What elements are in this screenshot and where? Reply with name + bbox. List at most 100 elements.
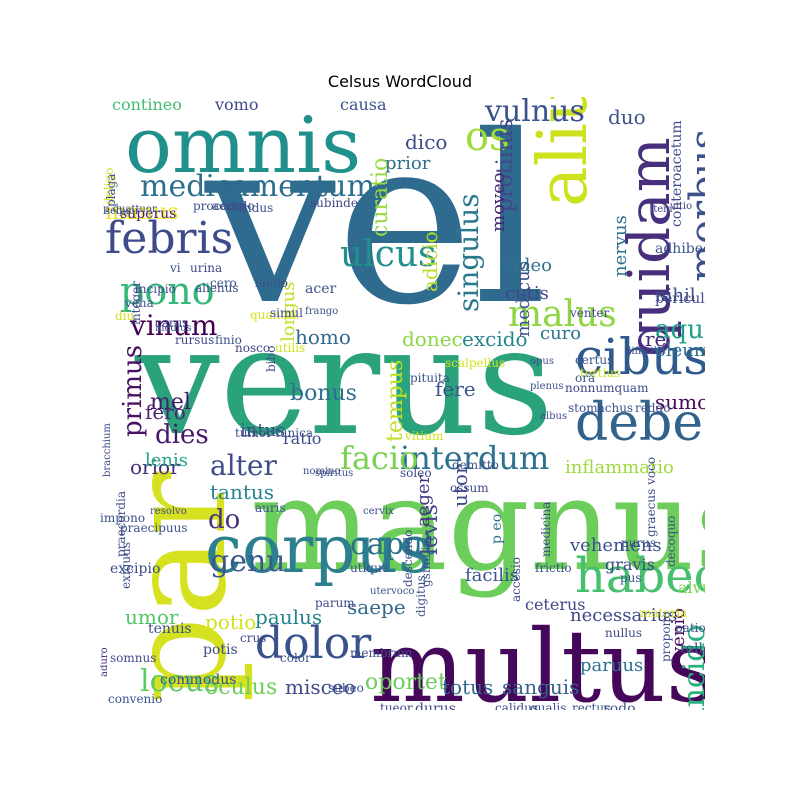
word: medicus [513, 261, 534, 337]
word: do [208, 505, 241, 535]
word: tumor [235, 426, 272, 440]
word: accedo [212, 199, 255, 213]
word: alter [210, 449, 277, 482]
word: vi [170, 261, 181, 275]
word: ulcus [340, 234, 437, 275]
word: moveo [488, 172, 509, 232]
word: rodo [603, 701, 636, 710]
word: utilis [275, 341, 306, 355]
word: nullus [605, 626, 643, 640]
word: cervix [363, 506, 394, 517]
word: homo [295, 325, 351, 349]
word: diu [115, 309, 135, 323]
word: corpus [205, 511, 432, 588]
word: pono [120, 269, 215, 313]
word: adhibeo [655, 241, 705, 257]
word: fero [145, 400, 186, 424]
word: singulus [452, 193, 485, 312]
word: tollo [680, 641, 705, 657]
word: cero [210, 276, 237, 290]
word: difficilis [625, 346, 666, 357]
word: nosco [235, 341, 271, 355]
word: vitio [670, 201, 693, 212]
word: duo [608, 105, 646, 129]
word: item [650, 204, 673, 215]
word: mel [150, 390, 191, 415]
word: bonus [290, 381, 357, 406]
word: tunica [275, 426, 313, 440]
word: procedo [193, 199, 243, 213]
word: scalpellus [445, 356, 506, 370]
word: soleo [400, 466, 432, 480]
word: quantus [250, 308, 300, 322]
word: ceterus [525, 595, 586, 614]
word: vitium [405, 429, 444, 443]
word: paruus [580, 655, 644, 676]
word: genu [210, 544, 286, 579]
word: vulnus [485, 97, 585, 129]
word: purus [621, 536, 657, 550]
word: nonnumquam [565, 381, 649, 395]
word: tempus [383, 359, 408, 442]
word: opus [530, 356, 554, 367]
word: caput [350, 527, 436, 562]
word: locus [140, 664, 220, 699]
word: rectus [572, 701, 611, 710]
word: demitto [452, 458, 499, 472]
word: curo [540, 323, 582, 344]
word: primus [118, 344, 148, 437]
word: rursus [175, 333, 215, 347]
word: umor [125, 605, 179, 629]
word: dico [405, 130, 448, 154]
word: bracchium [102, 423, 113, 477]
word: simul [270, 306, 303, 320]
word: impono [100, 511, 146, 525]
word: medicina [539, 501, 553, 557]
word: certus [575, 353, 614, 367]
word: acer [305, 281, 337, 297]
word: color [280, 651, 311, 665]
word: decoquo [664, 515, 678, 567]
word: oleum [655, 340, 705, 361]
word: aqua [655, 315, 705, 345]
word: excido [462, 327, 528, 351]
word: verus [135, 295, 554, 469]
word: tueor [380, 701, 413, 710]
word: vinum [130, 309, 218, 342]
word: alienus [195, 281, 239, 295]
word: adicio [418, 231, 442, 292]
word: laedo [255, 276, 288, 290]
word: prior [385, 153, 431, 174]
word: vel [205, 97, 548, 356]
word: excipio [110, 561, 161, 577]
word: graecus voco [644, 456, 658, 537]
word: facilis [465, 565, 519, 586]
word: saepe [347, 595, 406, 619]
word: cibus [575, 328, 705, 386]
word: debeo [575, 393, 705, 453]
word: multus [370, 608, 705, 711]
word: praecipuus [120, 521, 188, 535]
word: dolor [255, 618, 372, 669]
word: propono [659, 611, 673, 662]
word: plenus [530, 381, 564, 392]
word: stomachus [568, 401, 634, 415]
word: membrum [350, 646, 413, 660]
word: p eo [489, 513, 505, 544]
word: frictio [535, 561, 572, 575]
word: periculum [655, 291, 705, 307]
word: albus [540, 411, 568, 422]
word: superus [120, 206, 177, 222]
word: carus [155, 316, 189, 330]
word: donec [402, 327, 463, 351]
word: omnis [125, 101, 362, 191]
word: pituita [410, 371, 450, 385]
word: misceo [285, 675, 356, 699]
word: finio [215, 333, 242, 347]
word: nihil [655, 285, 696, 306]
word: frango [305, 306, 339, 317]
word: parum [315, 596, 355, 610]
word: sumo [655, 390, 705, 414]
word: tenuis [148, 621, 192, 637]
word: os [465, 114, 510, 160]
